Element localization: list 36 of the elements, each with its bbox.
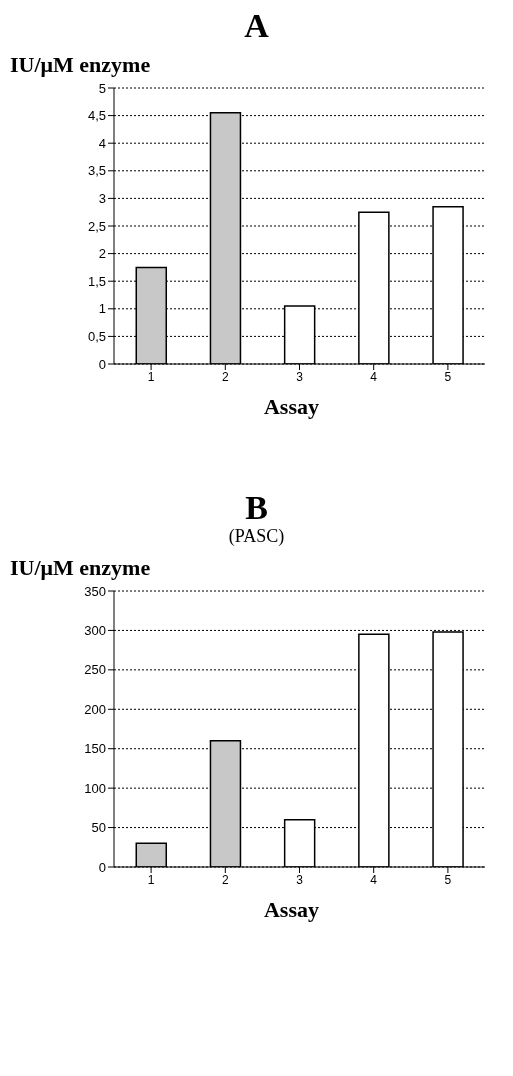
x-tick-label: 2 <box>221 369 229 384</box>
y-axis-title: IU/μM enzyme <box>10 555 152 581</box>
x-tick-label: 2 <box>221 872 229 887</box>
y-tick-label: 0 <box>98 859 106 875</box>
y-tick-label: 2,5 <box>87 218 106 234</box>
y-tick-label: 4 <box>98 135 106 151</box>
x-tick-label: 1 <box>147 369 155 384</box>
y-tick-label: 200 <box>84 701 106 717</box>
y-axis-title: IU/μM enzyme <box>10 52 152 78</box>
x-axis-title: Assay <box>263 897 320 923</box>
y-tick-label: 2 <box>98 246 106 262</box>
x-axis-title: Assay <box>263 394 320 420</box>
y-tick-label: 1 <box>98 301 106 317</box>
x-tick-label: 5 <box>444 369 452 384</box>
y-tick-label: 350 <box>84 583 106 599</box>
x-tick-label: 4 <box>370 369 378 384</box>
y-tick-label: 250 <box>84 662 106 678</box>
y-tick-label: 100 <box>84 780 106 796</box>
y-tick-label: 50 <box>91 820 106 836</box>
y-tick-label: 5 <box>98 80 106 96</box>
y-tick-label: 0,5 <box>87 329 106 345</box>
y-tick-label: 150 <box>84 741 106 757</box>
x-tick-label: 5 <box>444 872 452 887</box>
y-tick-label: 1,5 <box>87 273 106 289</box>
chart-title: A <box>243 7 270 44</box>
y-tick-label: 3,5 <box>87 163 106 179</box>
x-tick-label: 1 <box>147 872 155 887</box>
chart-subtitle: (PASC) <box>227 526 286 547</box>
y-tick-label: 300 <box>84 623 106 639</box>
chart-title: B <box>244 489 269 526</box>
y-tick-label: 0 <box>98 356 106 372</box>
x-tick-label: 3 <box>296 872 304 887</box>
x-tick-label: 3 <box>296 369 304 384</box>
x-tick-label: 4 <box>370 872 378 887</box>
y-tick-label: 3 <box>98 191 106 207</box>
y-tick-label: 4,5 <box>87 108 106 124</box>
